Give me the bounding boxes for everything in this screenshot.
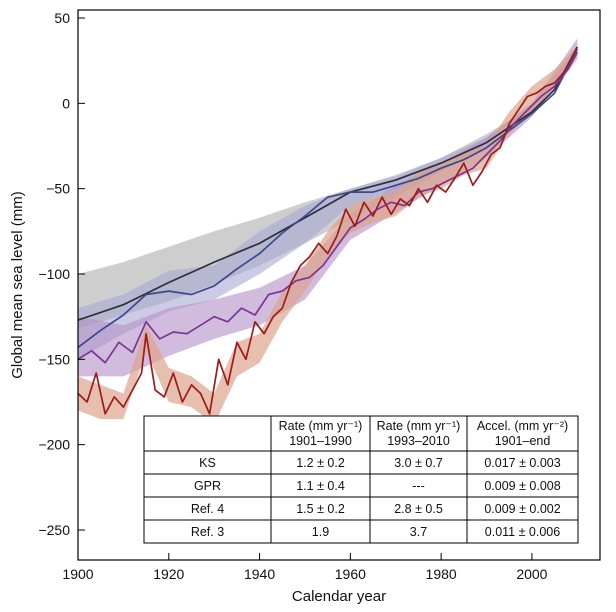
x-tick-label: 1900 [62, 566, 93, 582]
table-cell: GPR [194, 479, 221, 493]
table-cell: Ref. 4 [191, 502, 224, 516]
table-cell: 1.9 [312, 525, 329, 539]
gpr-band [78, 38, 578, 377]
table-header-cell: Rate (mm yr⁻¹) [377, 419, 461, 433]
ks-band [78, 45, 578, 425]
table-header-cell: 1901–end [495, 434, 551, 448]
table-cell: --- [412, 479, 425, 493]
x-tick-label: 2000 [516, 566, 547, 582]
y-tick-label: −50 [46, 181, 70, 197]
table-cell: 1.5 ± 0.2 [296, 502, 345, 516]
y-tick-label: −150 [38, 351, 70, 367]
y-tick-label: −200 [38, 437, 70, 453]
x-tick-label: 1980 [426, 566, 457, 582]
y-axis-label: Global mean sea level (mm) [9, 191, 26, 379]
y-tick-label: −100 [38, 266, 70, 282]
table-cell: 3.7 [410, 525, 427, 539]
table-cell: 1.1 ± 0.4 [296, 479, 345, 493]
table-cell: 0.009 ± 0.008 [484, 479, 560, 493]
ref4-line [78, 48, 579, 349]
uncertainty-bands [78, 38, 578, 425]
y-tick-label: −250 [38, 522, 70, 538]
x-tick-label: 1920 [153, 566, 184, 582]
plot-frame [77, 9, 601, 561]
series-lines [78, 46, 579, 415]
table-cell: 1.2 ± 0.2 [296, 456, 345, 470]
table-background [143, 415, 579, 544]
table-cell: 2.8 ± 0.5 [394, 502, 443, 516]
x-axis-label: Calendar year [292, 588, 386, 605]
table-cell: 0.017 ± 0.003 [484, 456, 560, 470]
table-cell: 0.009 ± 0.002 [484, 502, 560, 516]
table-cell: KS [199, 456, 216, 470]
ref4-band [78, 45, 578, 360]
table-header-cell: Accel. (mm yr⁻²) [477, 419, 568, 433]
gpr-line [78, 51, 579, 364]
y-axis: 50 0 −50 −100 −150 −200 −250 [38, 10, 85, 538]
x-axis: 1900 1920 1940 1960 1980 2000 [62, 553, 548, 582]
table-cell: 0.011 ± 0.006 [485, 525, 560, 539]
ref3-band [78, 48, 578, 329]
table-header-cell: Rate (mm yr⁻¹) [279, 419, 363, 433]
y-tick-label: 50 [54, 10, 70, 26]
x-tick-label: 1960 [335, 566, 366, 582]
y-tick-label: 0 [62, 95, 70, 111]
table-header-cell: 1901–1990 [289, 434, 352, 448]
x-tick-label: 1940 [244, 566, 275, 582]
table-header-cell: 1993–2010 [387, 434, 450, 448]
ks-line [78, 46, 579, 415]
table-cell: 3.0 ± 0.7 [394, 456, 443, 470]
table-cell: Ref. 3 [191, 525, 224, 539]
